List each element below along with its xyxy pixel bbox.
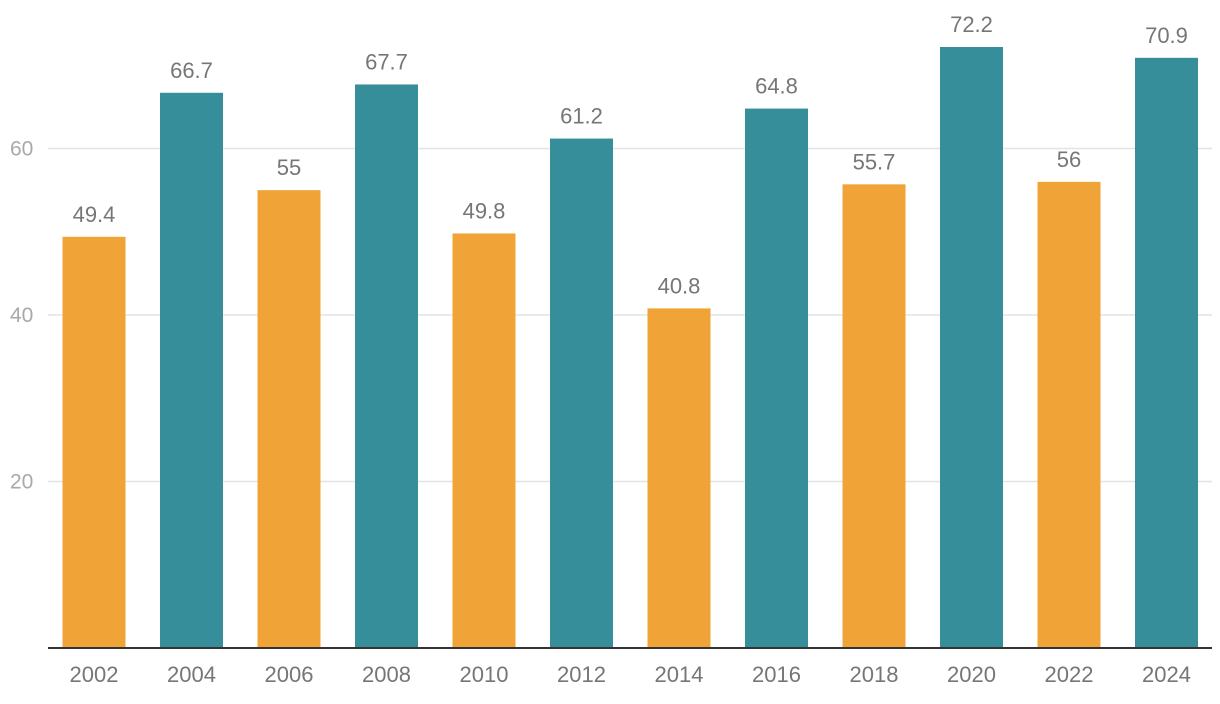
data-label-2006: 55 [277,155,301,180]
x-tick-label-2020: 2020 [947,662,996,687]
data-label-2004: 66.7 [170,58,213,83]
bar-2016 [745,108,808,649]
gridlines: 20 40 60 [10,138,1212,494]
x-tick-label-2018: 2018 [850,662,899,687]
bar-2014 [647,308,711,648]
x-tick-label-2024: 2024 [1142,662,1191,687]
data-label-2024: 70.9 [1145,23,1188,48]
data-label-2020: 72.2 [950,12,993,37]
data-label-2012: 61.2 [560,104,603,129]
y-tick-label-60: 60 [10,138,33,161]
x-tick-label-2002: 2002 [70,662,119,687]
bar-2018 [842,184,906,648]
y-tick-label-20: 20 [10,471,33,494]
bar-2020 [940,47,1003,648]
data-label-2008: 67.7 [365,49,408,74]
data-labels: 49.4 66.7 55 67.7 49.8 61.2 40.8 64.8 55.7 72.2 56… [73,12,1188,298]
x-tick-label-2022: 2022 [1045,662,1094,687]
x-tick-label-2008: 2008 [362,662,411,687]
data-label-2010: 49.8 [463,198,506,223]
x-tick-label-2016: 2016 [752,662,801,687]
bar-2024 [1135,57,1198,648]
data-label-2016: 64.8 [755,74,798,99]
bars [62,47,1198,649]
x-tick-label-2012: 2012 [557,662,606,687]
bar-2004 [160,92,223,649]
x-tick-label-2004: 2004 [167,662,216,687]
data-label-2022: 56 [1057,147,1081,172]
bar-2008 [355,84,418,649]
bar-2022 [1037,181,1101,649]
bar-2012 [550,138,613,648]
x-tick-label-2006: 2006 [265,662,314,687]
bar-2006 [257,190,321,649]
y-tick-label-40: 40 [10,304,33,327]
x-tick-label-2014: 2014 [655,662,704,687]
x-axis-ticks: 2002 2004 2006 2008 2010 2012 2014 2016 2018 2020… [70,662,1191,687]
data-label-2018: 55.7 [853,149,896,174]
data-label-2014: 40.8 [658,273,701,298]
x-tick-label-2010: 2010 [460,662,509,687]
bar-2010 [452,233,516,648]
data-label-2002: 49.4 [73,202,116,227]
bar-2002 [62,236,126,648]
